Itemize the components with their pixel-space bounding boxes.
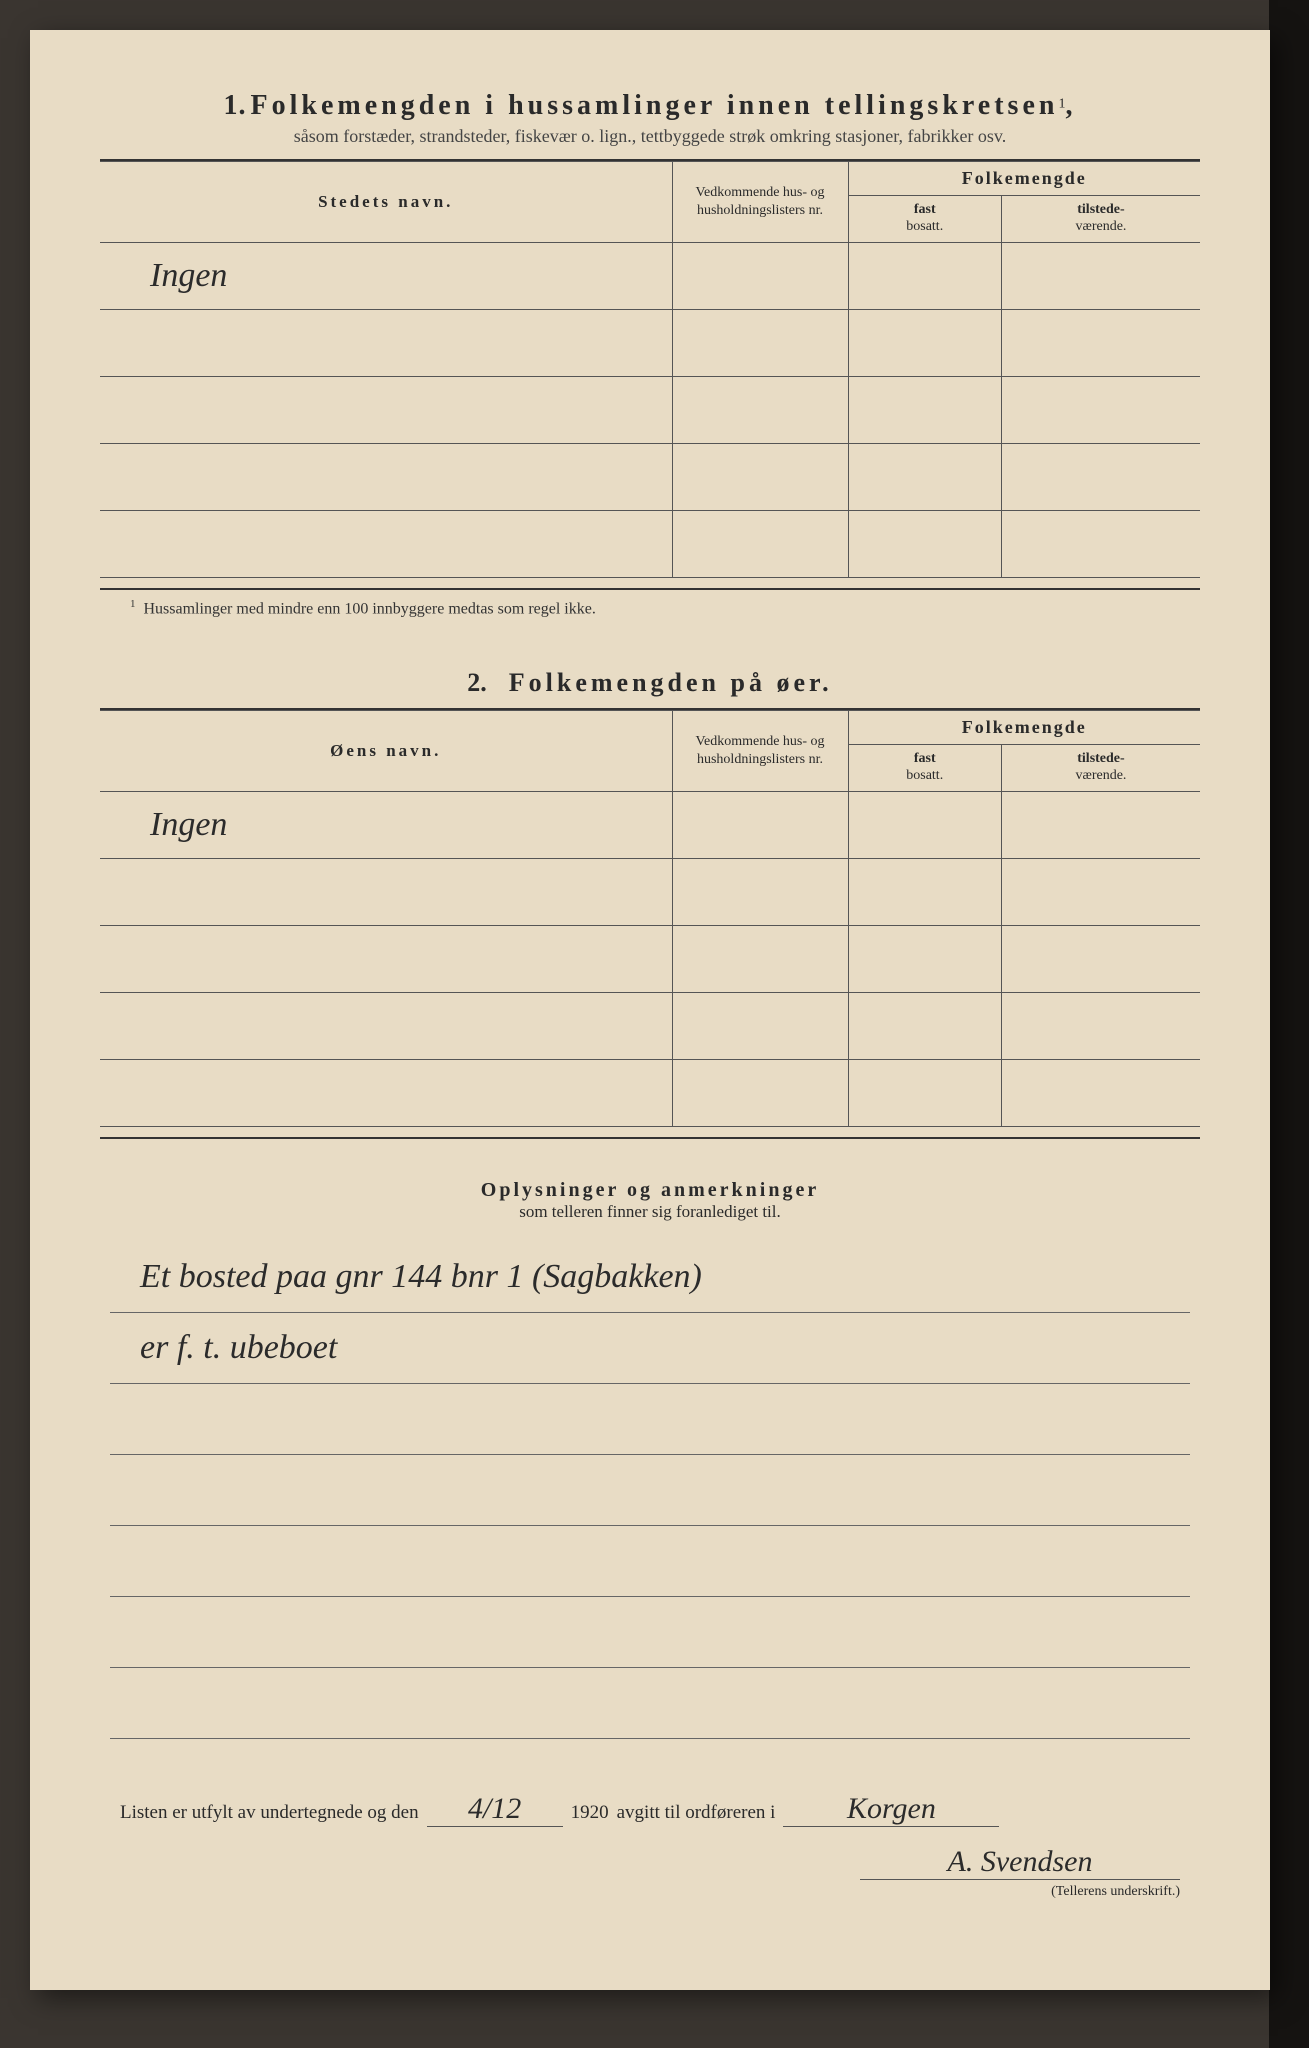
cell-fast (848, 925, 1001, 992)
section2-rule-bottom (100, 1137, 1200, 1139)
footer-place: Korgen (783, 1792, 999, 1827)
cell-tilst (1001, 309, 1200, 376)
footer-year: 1920 (571, 1802, 609, 1824)
cell-tilst (1001, 443, 1200, 510)
cell-fast (848, 376, 1001, 443)
cell-name (100, 309, 672, 376)
section2-table: Øens navn. Vedkommende hus- og husholdni… (100, 710, 1200, 1127)
note-line (110, 1597, 1190, 1668)
table-row (100, 376, 1200, 443)
section2-col-fast: fastbosatt. (848, 744, 1001, 791)
table-row (100, 1059, 1200, 1126)
cell-tilst (1001, 510, 1200, 577)
cell-vedk (672, 510, 848, 577)
table-row (100, 992, 1200, 1059)
cell-vedk (672, 242, 848, 309)
section2-col-name: Øens navn. (100, 710, 672, 791)
table-row (100, 309, 1200, 376)
cell-vedk (672, 858, 848, 925)
cell-vedk (672, 309, 848, 376)
table-row: Ingen (100, 242, 1200, 309)
cell-name (100, 925, 672, 992)
section2-number: 2. (467, 668, 487, 697)
notes-title: Oplysninger og anmerkninger (100, 1179, 1200, 1202)
notes-heading: Oplysninger og anmerkninger som telleren… (100, 1179, 1200, 1222)
section1-col-vedk: Vedkommende hus- og husholdningslisters … (672, 162, 848, 243)
cell-tilst (1001, 242, 1200, 309)
cell-name (100, 376, 672, 443)
cell-vedk (672, 992, 848, 1059)
cell-vedk (672, 1059, 848, 1126)
section2-title: Folkemengden på øer. (509, 668, 833, 697)
footer-sig-label: (Tellerens underskrift.) (120, 1884, 1180, 1900)
section2-col-vedk: Vedkommende hus- og husholdningslisters … (672, 710, 848, 791)
cell-tilst (1001, 858, 1200, 925)
table-row (100, 443, 1200, 510)
cell-fast (848, 443, 1001, 510)
section1-footnote: 1 Hussamlinger med mindre enn 100 innbyg… (130, 598, 1200, 618)
section2-col-folke: Folkemengde (848, 710, 1200, 744)
cell-tilst (1001, 1059, 1200, 1126)
cell-tilst (1001, 791, 1200, 858)
cell-fast (848, 858, 1001, 925)
notes-subtitle: som telleren finner sig foranlediget til… (100, 1202, 1200, 1222)
table-row (100, 510, 1200, 577)
section1-heading: 1. Folkemengden i hussamlinger innen tel… (100, 90, 1200, 122)
note-line: er f. t. ubeboet (110, 1313, 1190, 1384)
cell-name (100, 858, 672, 925)
cell-tilst (1001, 376, 1200, 443)
note-line (110, 1455, 1190, 1526)
cell-name: Ingen (100, 791, 672, 858)
cell-name (100, 1059, 672, 1126)
note-line (110, 1668, 1190, 1739)
section1-subtitle: såsom forstæder, strandsteder, fiskevær … (100, 126, 1200, 147)
cell-fast (848, 1059, 1001, 1126)
table-row (100, 858, 1200, 925)
form-footer: Listen er utfylt av undertegnede og den … (120, 1792, 1180, 1900)
section2-col-tilst: tilstede-værende. (1001, 744, 1200, 791)
footer-signature: A. Svendsen (860, 1845, 1180, 1880)
section1-col-folke: Folkemengde (848, 162, 1200, 196)
cell-vedk (672, 376, 848, 443)
cell-name: Ingen (100, 242, 672, 309)
cell-tilst (1001, 925, 1200, 992)
cell-fast (848, 992, 1001, 1059)
cell-name (100, 510, 672, 577)
table-row (100, 925, 1200, 992)
cell-vedk (672, 791, 848, 858)
census-form-page: 1. Folkemengden i hussamlinger innen tel… (30, 30, 1270, 1990)
cell-fast (848, 510, 1001, 577)
section2-heading: 2. Folkemengden på øer. (100, 668, 1200, 698)
cell-fast (848, 309, 1001, 376)
section1-number: 1. (224, 90, 247, 121)
cell-vedk (672, 443, 848, 510)
footer-prefix: Listen er utfylt av undertegnede og den (120, 1802, 419, 1824)
section1-title: Folkemengden i hussamlinger innen tellin… (251, 90, 1059, 121)
section1-col-fast: fastbosatt. (848, 196, 1001, 243)
cell-fast (848, 242, 1001, 309)
notes-lines: Et bosted paa gnr 144 bnr 1 (Sagbakken)e… (110, 1242, 1190, 1739)
cell-name (100, 992, 672, 1059)
cell-vedk (672, 925, 848, 992)
section1-table: Stedets navn. Vedkommende hus- og hushol… (100, 161, 1200, 578)
scan-edge (1269, 0, 1309, 2048)
section1-col-name: Stedets navn. (100, 162, 672, 243)
footer-date: 4/12 (427, 1792, 563, 1827)
note-line (110, 1384, 1190, 1455)
cell-tilst (1001, 992, 1200, 1059)
note-line: Et bosted paa gnr 144 bnr 1 (Sagbakken) (110, 1242, 1190, 1313)
footer-middle: avgitt til ordføreren i (617, 1802, 776, 1824)
cell-fast (848, 791, 1001, 858)
section1-col-tilst: tilstede-værende. (1001, 196, 1200, 243)
table-row: Ingen (100, 791, 1200, 858)
note-line (110, 1526, 1190, 1597)
section1-rule-bottom (100, 588, 1200, 590)
cell-name (100, 443, 672, 510)
